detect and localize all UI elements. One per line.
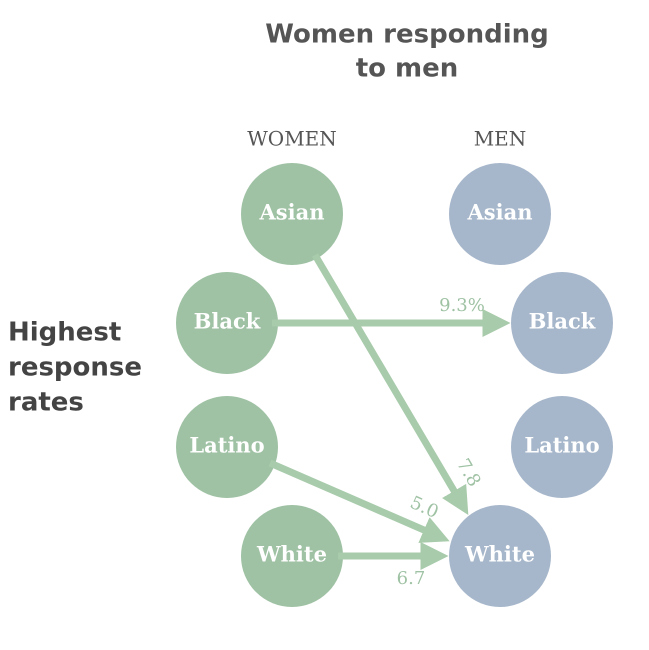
arrow bbox=[268, 459, 450, 543]
node bbox=[449, 163, 551, 265]
side-label: rates bbox=[8, 388, 84, 418]
edge-label: 5.0 bbox=[407, 492, 442, 523]
node-label: Black bbox=[529, 309, 596, 334]
column-header: WOMEN bbox=[247, 127, 337, 151]
node-label: Latino bbox=[524, 433, 599, 458]
node bbox=[241, 163, 343, 265]
node bbox=[449, 505, 551, 607]
title-line: Women responding bbox=[265, 20, 548, 50]
arrow bbox=[311, 253, 469, 516]
node-label: Black bbox=[194, 309, 261, 334]
node-label: Latino bbox=[189, 433, 264, 458]
node-label: White bbox=[464, 542, 535, 567]
node bbox=[176, 272, 278, 374]
node bbox=[176, 396, 278, 498]
node-label: Asian bbox=[467, 200, 533, 225]
column-header: MEN bbox=[474, 127, 527, 151]
edge-label: 9.3% bbox=[439, 295, 485, 316]
node-label: Asian bbox=[259, 200, 325, 225]
edge-label: 7.8 bbox=[452, 455, 485, 490]
side-label: response bbox=[8, 353, 142, 383]
arrows bbox=[268, 253, 511, 570]
node bbox=[511, 272, 613, 374]
node bbox=[511, 396, 613, 498]
side-label: Highest bbox=[8, 318, 121, 348]
title-line: to men bbox=[356, 54, 459, 84]
edge-label: 6.7 bbox=[397, 568, 426, 589]
men-nodes: Asian Black Latino White bbox=[449, 163, 613, 607]
node-label: White bbox=[256, 542, 327, 567]
node bbox=[241, 505, 343, 607]
women-nodes: Asian Black Latino White bbox=[176, 163, 343, 607]
